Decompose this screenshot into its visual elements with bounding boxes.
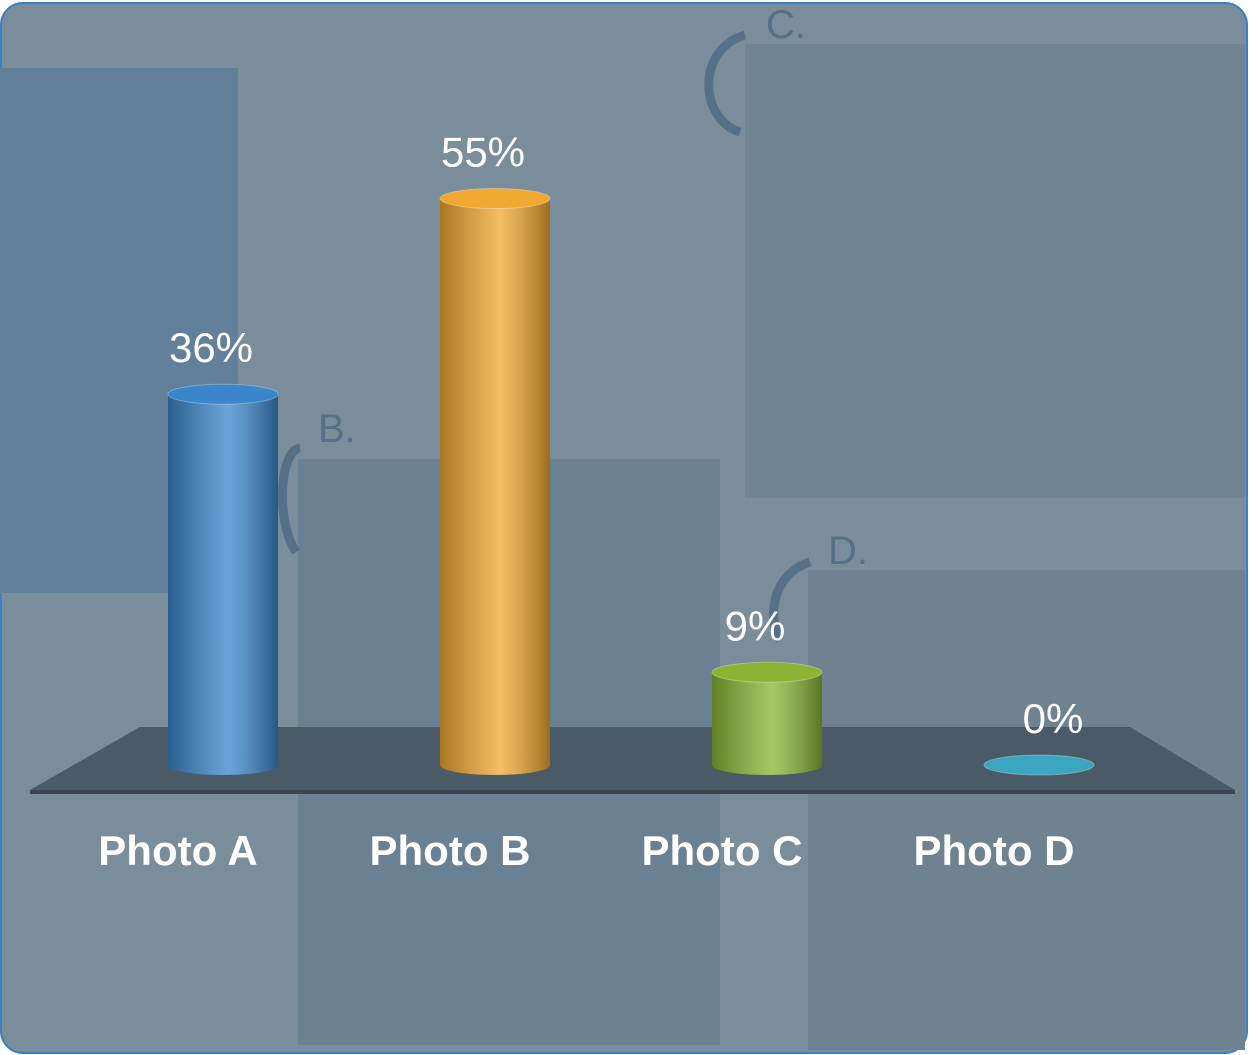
cylinder-top <box>983 754 1095 776</box>
cylinder-top <box>711 661 823 683</box>
cylinder-shade <box>440 198 550 765</box>
floor <box>30 727 1235 790</box>
cylinder <box>711 661 823 775</box>
arrow <box>769 557 812 643</box>
value-label: 36% <box>169 324 253 371</box>
category-label: Photo A <box>98 827 257 874</box>
cylinder <box>167 383 279 775</box>
annotation: B. <box>318 407 356 451</box>
cylinder <box>439 188 551 775</box>
cylinder-shade <box>712 672 822 765</box>
cylinder-top <box>439 188 551 209</box>
value-label: 55% <box>441 129 525 176</box>
category-label: Photo D <box>914 827 1075 874</box>
cylinder-shade <box>168 394 278 765</box>
value-label: 0% <box>1023 695 1084 742</box>
arrow <box>704 30 747 137</box>
annotation: D. <box>828 529 868 573</box>
cylinder-bottom-shade <box>168 755 278 775</box>
photo-c <box>745 44 1245 498</box>
annotation: C. <box>766 3 806 47</box>
photo-d <box>808 570 1245 1050</box>
cylinder-bottom-shade <box>712 755 822 775</box>
floor-edge <box>30 790 1235 794</box>
cylinder <box>983 754 1095 776</box>
cylinder-top <box>167 383 279 405</box>
arrow <box>277 443 302 555</box>
category-label: Photo C <box>642 827 803 874</box>
value-label: 9% <box>725 602 786 649</box>
category-label: Photo B <box>370 827 531 874</box>
cylinder-bottom-shade <box>440 755 550 775</box>
